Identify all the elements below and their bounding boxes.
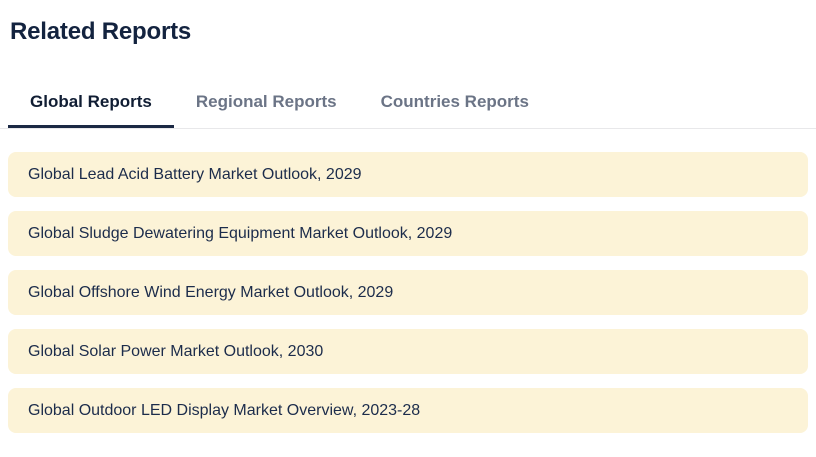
report-item[interactable]: Global Sludge Dewatering Equipment Marke… [8,211,808,256]
tab-countries-reports[interactable]: Countries Reports [359,92,551,128]
tab-global-reports[interactable]: Global Reports [8,92,174,128]
report-item[interactable]: Global Lead Acid Battery Market Outlook,… [8,152,808,197]
report-item[interactable]: Global Solar Power Market Outlook, 2030 [8,329,808,374]
section-title: Related Reports [10,18,192,45]
tab-regional-reports[interactable]: Regional Reports [174,92,359,128]
report-item[interactable]: Global Offshore Wind Energy Market Outlo… [8,270,808,315]
reports-tabbar: Global Reports Regional Reports Countrie… [0,92,816,129]
reports-list: Global Lead Acid Battery Market Outlook,… [8,152,808,433]
report-item[interactable]: Global Outdoor LED Display Market Overvi… [8,388,808,433]
related-reports-section: Related Reports Global Reports Regional … [0,18,816,433]
